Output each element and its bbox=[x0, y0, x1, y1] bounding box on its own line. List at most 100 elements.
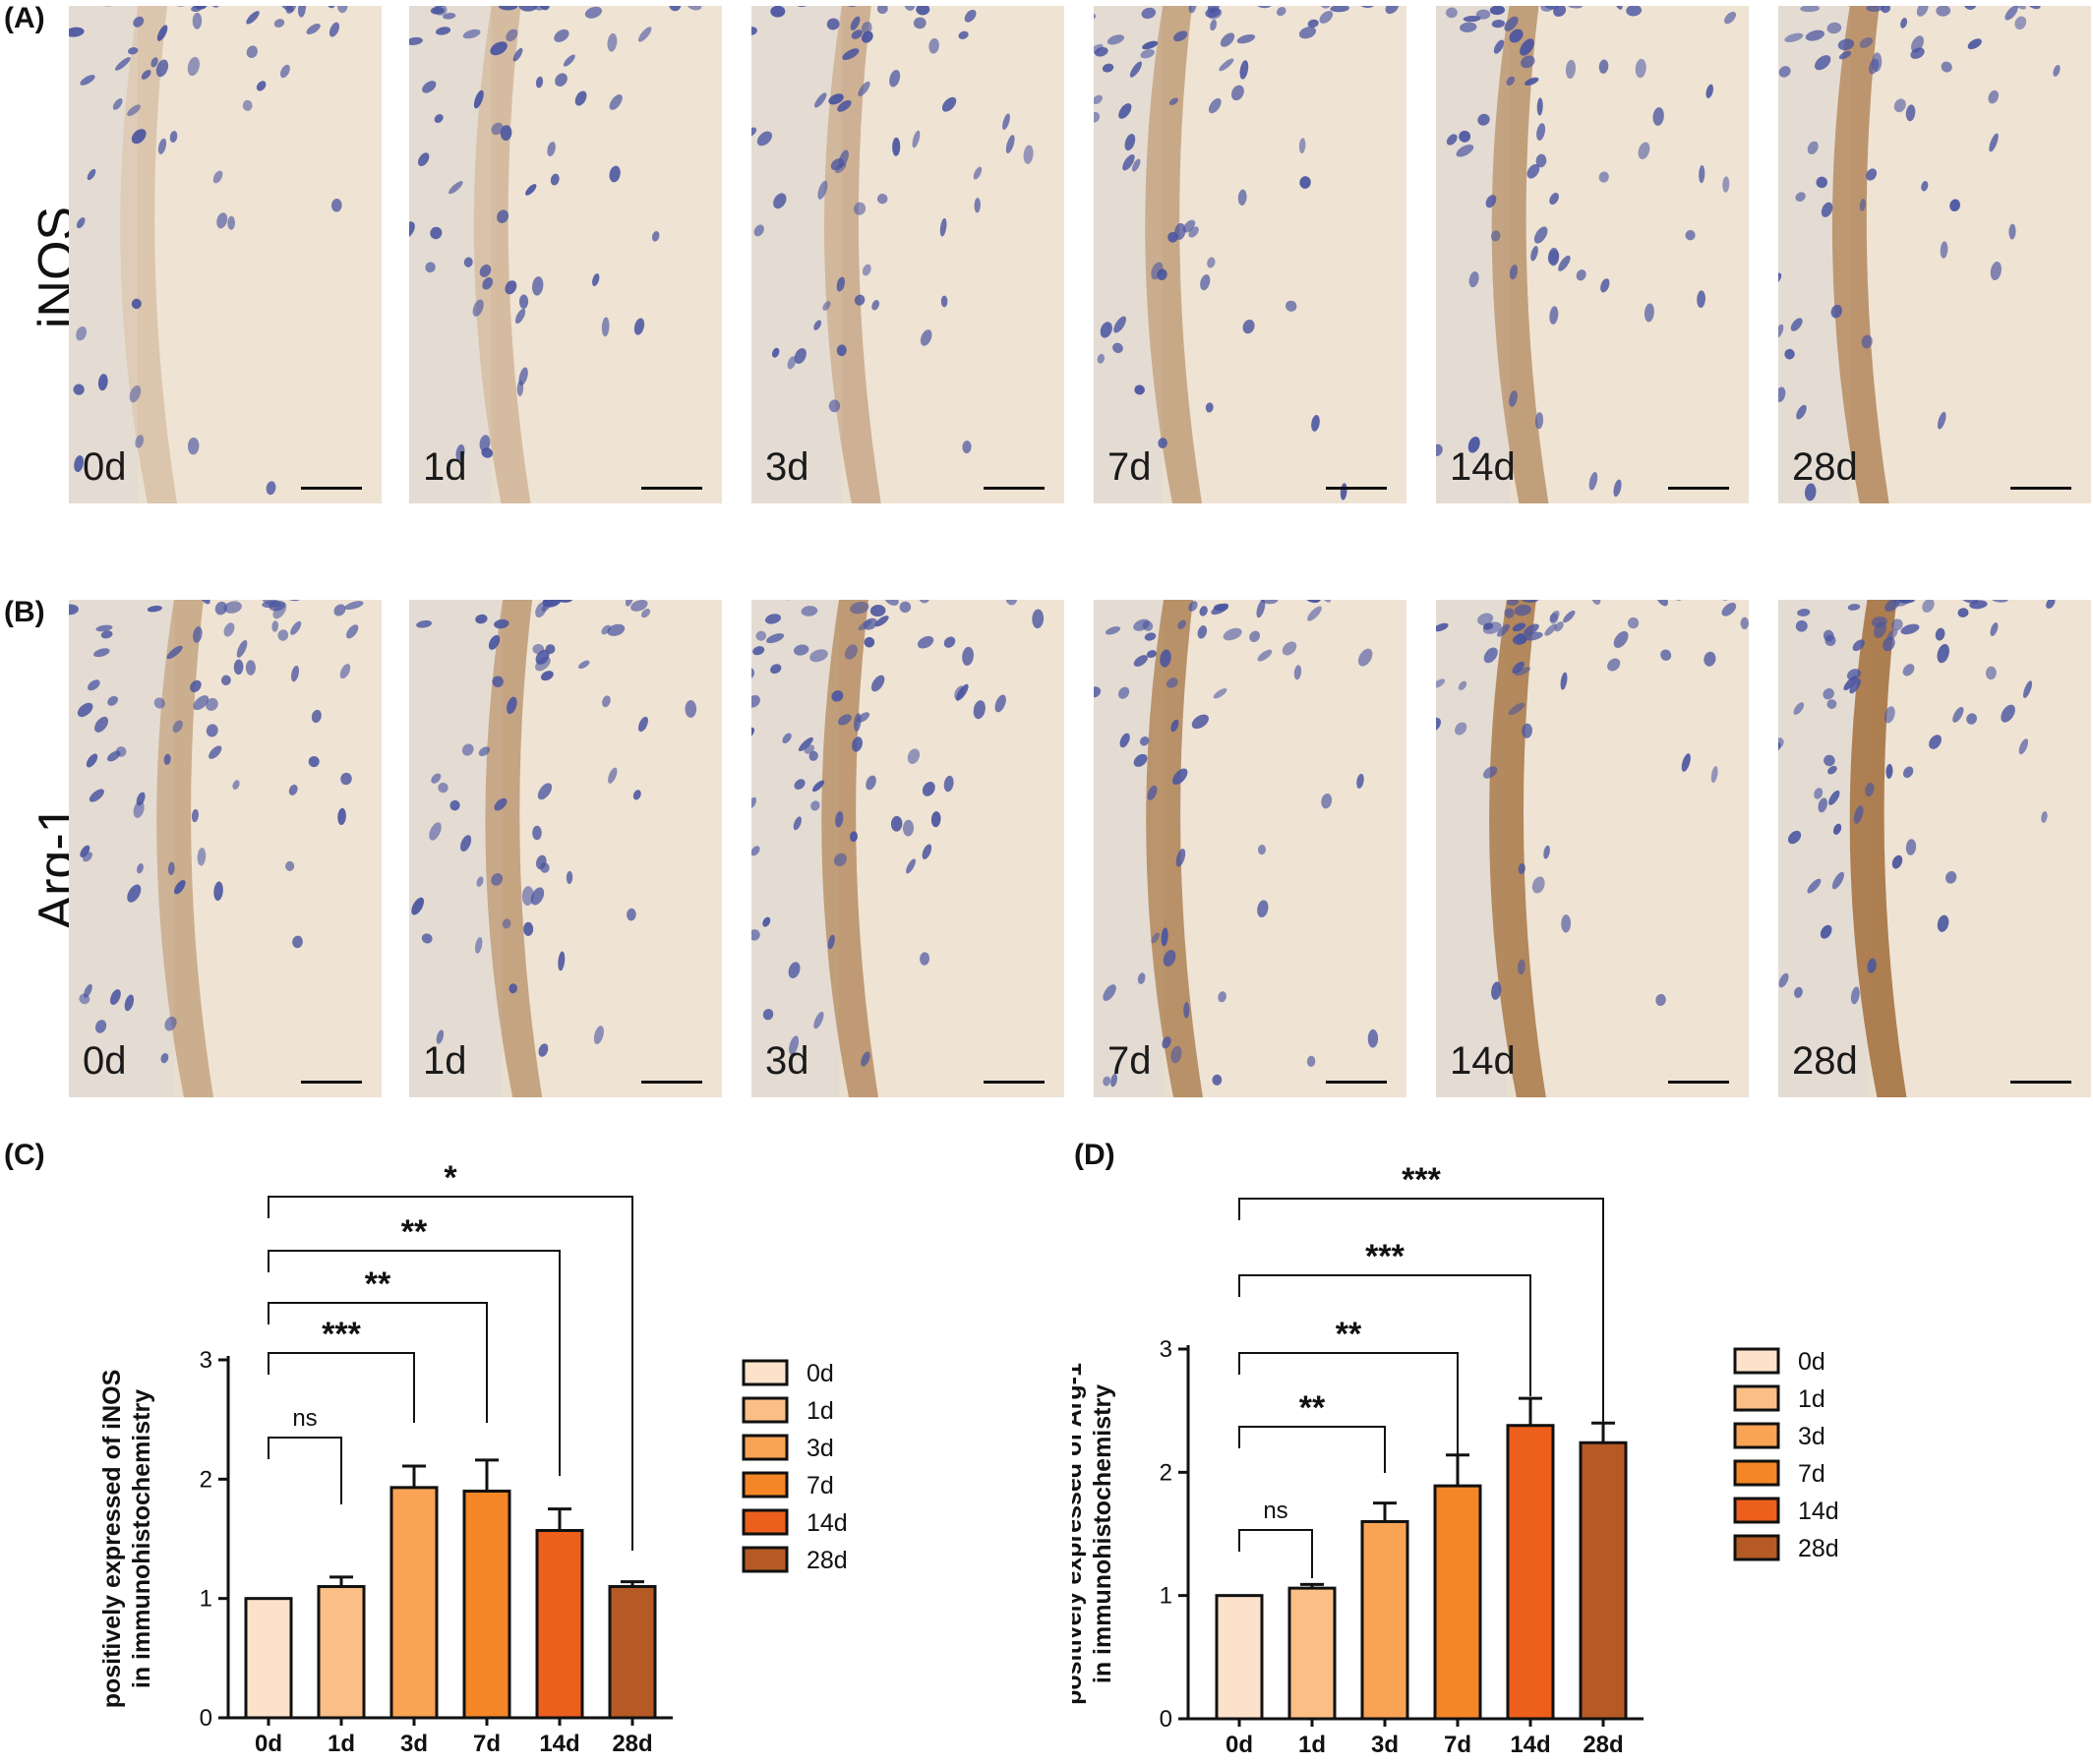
y-tick-label: 1 bbox=[200, 1586, 212, 1613]
y-tick-label: 0 bbox=[1160, 1706, 1172, 1733]
bar-7d bbox=[462, 1489, 511, 1720]
x-tick-label: 14d bbox=[1510, 1732, 1550, 1758]
significance-label: ** bbox=[365, 1265, 391, 1303]
significance-bracket bbox=[268, 1302, 488, 1423]
legend-label: 28d bbox=[807, 1547, 848, 1574]
significance-label: ** bbox=[1299, 1389, 1326, 1427]
x-tick-label: 28d bbox=[612, 1731, 652, 1757]
day-label: 7d bbox=[1107, 445, 1152, 489]
bar-7d bbox=[1433, 1484, 1482, 1721]
y-axis-label: in immunohistochemistry bbox=[1089, 1384, 1116, 1683]
day-label: 28d bbox=[1792, 445, 1858, 489]
micrograph-inos-7d: 7d bbox=[1094, 6, 1406, 503]
scale-bar bbox=[984, 1081, 1045, 1084]
scale-bar bbox=[641, 487, 702, 490]
legend-label: 1d bbox=[1798, 1385, 1825, 1413]
micrograph-inos-28d: 28d bbox=[1778, 6, 2091, 503]
legend-label: 14d bbox=[807, 1509, 848, 1537]
y-tick-label: 3 bbox=[200, 1347, 212, 1374]
scale-bar bbox=[1668, 1081, 1729, 1084]
significance-bracket bbox=[1238, 1198, 1604, 1438]
legend-swatch-14d bbox=[742, 1508, 789, 1536]
bar-28d bbox=[608, 1585, 657, 1720]
significance-label: * bbox=[444, 1159, 457, 1197]
bar-0d bbox=[1215, 1594, 1264, 1721]
scale-bar bbox=[1326, 1081, 1387, 1084]
day-label: 3d bbox=[765, 1039, 809, 1083]
tissue-image bbox=[409, 6, 722, 503]
day-label: 1d bbox=[423, 445, 467, 489]
y-axis-label: in immunohistochemistry bbox=[128, 1389, 155, 1688]
x-tick-label: 28d bbox=[1583, 1732, 1623, 1758]
day-label: 0d bbox=[83, 445, 127, 489]
significance-bracket bbox=[1238, 1352, 1459, 1473]
bar-14d bbox=[1506, 1424, 1555, 1721]
micrograph-arg1-14d: 14d bbox=[1436, 600, 1749, 1097]
legend-label: 1d bbox=[807, 1397, 834, 1425]
scale-bar bbox=[1668, 487, 1729, 490]
significance-label: ns bbox=[1263, 1498, 1287, 1524]
panel-letter-c: (C) bbox=[4, 1139, 45, 1171]
micrograph-inos-1d: 1d bbox=[409, 6, 722, 503]
scale-bar bbox=[2010, 1081, 2071, 1084]
significance-label: ** bbox=[401, 1213, 428, 1251]
legend-swatch-7d bbox=[1733, 1459, 1780, 1487]
y-axis-label: positively expressed of iNOS bbox=[98, 1370, 126, 1709]
bar-3d bbox=[1360, 1519, 1409, 1721]
tissue-image bbox=[1778, 6, 2091, 503]
legend-label: 0d bbox=[807, 1360, 834, 1387]
panel-letter-a: (A) bbox=[4, 2, 45, 34]
micrograph-inos-3d: 3d bbox=[751, 6, 1064, 503]
legend-label: 7d bbox=[807, 1472, 834, 1499]
panel-letter-d: (D) bbox=[1074, 1139, 1115, 1171]
x-tick-label: 7d bbox=[473, 1731, 501, 1757]
tissue-image bbox=[751, 6, 1064, 503]
micrograph-arg1-28d: 28d bbox=[1778, 600, 2091, 1097]
micrograph-arg1-7d: 7d bbox=[1094, 600, 1406, 1097]
significance-label: *** bbox=[322, 1316, 361, 1353]
x-tick-label: 0d bbox=[1226, 1732, 1253, 1758]
bar-chart-arg1: 0 1 2 3 positively expressed of Arg-1 in immu… bbox=[1072, 1161, 1839, 1758]
tissue-image bbox=[1778, 600, 2091, 1097]
day-label: 14d bbox=[1450, 445, 1516, 489]
tissue-image bbox=[751, 600, 1064, 1097]
tissue-image bbox=[1094, 6, 1406, 503]
y-tick-label: 2 bbox=[1160, 1459, 1172, 1486]
legend-swatch-3d bbox=[742, 1434, 789, 1461]
x-tick-label: 7d bbox=[1444, 1732, 1471, 1758]
panel-letter-b: (B) bbox=[4, 596, 45, 628]
x-tick-label: 3d bbox=[1371, 1732, 1399, 1758]
y-tick-label: 3 bbox=[1160, 1336, 1172, 1363]
day-label: 0d bbox=[83, 1039, 127, 1083]
x-tick-label: 1d bbox=[328, 1731, 355, 1757]
bar-14d bbox=[535, 1529, 584, 1720]
significance-label: *** bbox=[1365, 1238, 1405, 1275]
y-axis-label: positively expressed of Arg-1 bbox=[1072, 1363, 1087, 1705]
legend-swatch-0d bbox=[1733, 1347, 1780, 1375]
bar-0d bbox=[244, 1597, 293, 1720]
day-label: 3d bbox=[765, 445, 809, 489]
legend-swatch-3d bbox=[1733, 1422, 1780, 1449]
significance-label: ns bbox=[292, 1405, 317, 1432]
bar-28d bbox=[1579, 1441, 1628, 1721]
significance-bracket bbox=[1238, 1426, 1386, 1473]
day-label: 14d bbox=[1450, 1039, 1516, 1083]
x-tick-label: 3d bbox=[400, 1731, 428, 1757]
scale-bar bbox=[301, 1081, 362, 1084]
day-label: 28d bbox=[1792, 1039, 1858, 1083]
legend-swatch-1d bbox=[1733, 1384, 1780, 1412]
bar-1d bbox=[1287, 1586, 1337, 1721]
scale-bar bbox=[301, 487, 362, 490]
legend-swatch-28d bbox=[1733, 1534, 1780, 1561]
legend-swatch-1d bbox=[742, 1396, 789, 1424]
significance-bracket bbox=[268, 1196, 633, 1551]
legend-label: 7d bbox=[1798, 1460, 1825, 1488]
legend-label: 3d bbox=[807, 1435, 834, 1462]
significance-bracket bbox=[268, 1352, 415, 1423]
bar-3d bbox=[389, 1486, 439, 1720]
day-label: 7d bbox=[1107, 1039, 1152, 1083]
x-tick-label: 0d bbox=[255, 1731, 282, 1757]
significance-bracket bbox=[268, 1437, 342, 1504]
y-tick-label: 2 bbox=[200, 1466, 212, 1493]
micrograph-arg1-3d: 3d bbox=[751, 600, 1064, 1097]
